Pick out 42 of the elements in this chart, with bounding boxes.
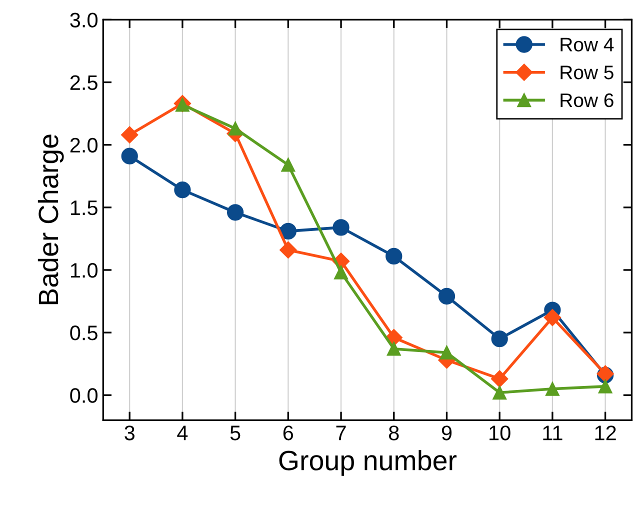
point bbox=[332, 219, 350, 236]
x-tick-label: 3 bbox=[124, 426, 134, 440]
y-axis-title: Bader Charge bbox=[38, 134, 64, 304]
point bbox=[121, 148, 138, 164]
point bbox=[228, 122, 242, 136]
point bbox=[121, 126, 138, 144]
point bbox=[386, 342, 401, 356]
x-tick-label: 7 bbox=[336, 426, 346, 440]
x-tick-label: 12 bbox=[595, 426, 616, 440]
x-axis-title: Group number bbox=[279, 450, 457, 476]
y-tick-label: 0.0 bbox=[70, 388, 98, 403]
point bbox=[174, 182, 191, 198]
x-tick-label: 4 bbox=[177, 426, 188, 440]
point bbox=[226, 204, 244, 221]
point bbox=[334, 266, 348, 280]
x-tick-label: 5 bbox=[230, 426, 240, 440]
x-tick-label: 10 bbox=[490, 426, 510, 440]
point bbox=[491, 370, 508, 388]
legend-label: Row 4 bbox=[560, 38, 614, 52]
legend-label: Row 6 bbox=[560, 93, 614, 108]
y-tick-label: 2.5 bbox=[70, 75, 98, 90]
point bbox=[598, 379, 612, 394]
point bbox=[280, 241, 297, 259]
x-tick-label: 9 bbox=[442, 426, 452, 440]
legend-label: Row 5 bbox=[560, 66, 614, 80]
y-tick-label: 0.5 bbox=[70, 326, 98, 340]
y-tick-label: 3.0 bbox=[70, 12, 98, 28]
point bbox=[280, 222, 297, 240]
x-tick-label: 11 bbox=[543, 426, 562, 440]
point bbox=[544, 308, 562, 326]
y-tick-label: 1.5 bbox=[70, 200, 98, 216]
point bbox=[440, 346, 454, 360]
point bbox=[386, 248, 402, 265]
point bbox=[546, 382, 560, 396]
x-tick-label: 8 bbox=[388, 426, 399, 440]
point bbox=[281, 158, 296, 172]
point bbox=[491, 330, 508, 348]
point bbox=[438, 288, 456, 305]
x-tick-label: 6 bbox=[283, 426, 294, 440]
y-tick-label: 2.0 bbox=[70, 138, 98, 153]
y-tick-label: 1.0 bbox=[70, 262, 98, 278]
point bbox=[492, 386, 507, 400]
